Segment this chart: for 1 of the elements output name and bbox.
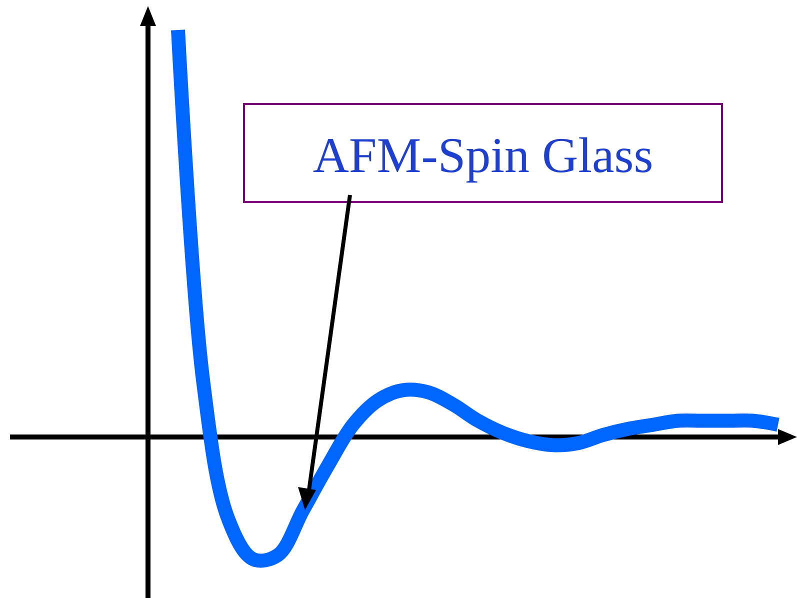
annotation: AFM-Spin Glass — [312, 127, 654, 183]
